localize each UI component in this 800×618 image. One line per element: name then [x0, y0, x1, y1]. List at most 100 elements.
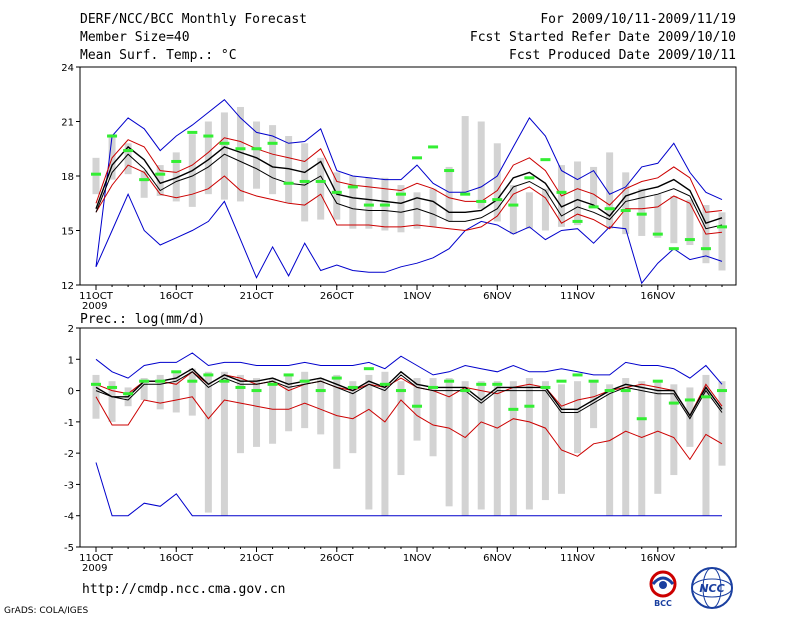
prec-spread-box [509, 381, 517, 516]
temp-median-mark [299, 179, 310, 183]
temp-median-mark [219, 141, 230, 145]
temp-spread-box [156, 165, 164, 196]
prec-median-mark [187, 379, 198, 383]
temp-y-tick-label: 24 [61, 63, 74, 74]
prec-spread-box [557, 384, 565, 494]
temp-median-mark [235, 147, 246, 151]
prec-line-upper [95, 371, 723, 417]
prec-line-lower [95, 371, 723, 420]
temp-year-label: 2009 [82, 301, 107, 312]
prec-spread-box [349, 381, 357, 454]
bcc-logo-text: BCC [654, 599, 672, 608]
temp-spread-box [253, 121, 261, 189]
prec-spread-box [477, 381, 485, 510]
temp-x-tick-label: 1NOV [403, 291, 432, 302]
prec-median-mark [524, 404, 535, 408]
prec-y-tick-label: -2 [64, 449, 74, 460]
prec-median-mark [492, 382, 503, 386]
temp-median-mark [524, 176, 535, 180]
prec-spread-box [269, 378, 277, 444]
temp-spread-box [445, 166, 453, 222]
temp-median-mark [283, 181, 294, 185]
prec-median-mark [572, 373, 583, 377]
temp-median-mark [492, 198, 503, 202]
temp-spread-box [333, 172, 341, 220]
temp-median-mark [572, 219, 583, 223]
chart-title: DERF/NCC/BCC Monthly Forecast [80, 12, 307, 27]
prec-x-tick-label: 11OCT [79, 553, 114, 564]
temp-spread-box [140, 170, 148, 198]
temp-x-tick-label: 6NOV [483, 291, 512, 302]
temp-spread-box [236, 106, 244, 202]
temp-spread-box [204, 121, 212, 195]
temp-median-mark [267, 141, 278, 145]
prec-median-mark [636, 417, 647, 421]
prec-spread-box [220, 371, 228, 516]
prec-median-mark [235, 385, 246, 389]
prec-spread-box [686, 387, 694, 447]
prec-spread-box [317, 378, 325, 435]
temp-spread-box [413, 192, 421, 229]
prec-spread-box [381, 371, 389, 516]
temp-spread-box [92, 157, 100, 195]
temp-spread-box [622, 172, 630, 235]
prec-median-mark [299, 379, 310, 383]
prec-year-label: 2009 [82, 563, 107, 574]
prec-spread-box [718, 381, 726, 466]
temp-y-tick-label: 15 [61, 227, 74, 238]
temp-spread-box [108, 134, 116, 180]
temp-median-mark [331, 190, 342, 194]
temp-spread-box [172, 152, 180, 202]
prec-y-tick-label: -3 [64, 480, 74, 491]
prec-median-mark [123, 392, 134, 396]
prec-spread-box [397, 381, 405, 476]
prec-x-tick-label: 11NOV [560, 553, 595, 564]
prec-spread-box [670, 384, 678, 476]
prec-spread-box [654, 381, 662, 494]
temp-spread-box [509, 185, 517, 235]
temp-median-mark [717, 225, 727, 229]
prec-spread-box [108, 381, 116, 422]
temp-spread-box [525, 192, 533, 229]
prec-median-mark [620, 389, 631, 393]
temp-x-tick-label: 16OCT [159, 291, 194, 302]
footer-url[interactable]: http://cmdp.ncc.cma.gov.cn [82, 582, 286, 597]
forecast-period: For 2009/10/11-2009/11/19 [540, 12, 736, 27]
prec-x-tick-label: 6NOV [483, 553, 512, 564]
temp-median-mark [556, 190, 567, 194]
prec-median-mark [379, 382, 390, 386]
prec-y-tick-label: -4 [64, 512, 74, 523]
prec-spread-box [285, 374, 293, 432]
prec-x-tick-label: 1NOV [403, 553, 432, 564]
prec-median-mark [315, 389, 326, 393]
temp-y-tick-label: 12 [61, 281, 74, 292]
prec-x-tick-label: 21OCT [240, 553, 275, 564]
temp-line-upper [95, 137, 723, 213]
temp-median-mark [636, 212, 647, 216]
temp-spread-box [493, 143, 501, 222]
temp-median-mark [444, 169, 455, 173]
forecast-started-date: Fcst Started Refer Date 2009/10/10 [469, 30, 736, 45]
temp-median-mark [203, 134, 214, 138]
temp-median-mark [187, 130, 198, 134]
prec-y-tick-label: 0 [68, 387, 74, 398]
temp-spread-box [654, 194, 662, 238]
prec-spread-box [525, 378, 533, 510]
prec-spread-box [574, 381, 582, 454]
temp-median-mark [540, 158, 551, 162]
prec-spread-box [188, 368, 196, 416]
prec-median-mark [668, 401, 679, 405]
prec-median-mark [347, 385, 358, 389]
temp-median-mark [588, 205, 599, 209]
temp-median-mark [428, 145, 439, 149]
temp-median-mark [107, 134, 118, 138]
prec-median-mark [203, 373, 214, 377]
prec-median-mark [700, 395, 711, 399]
prec-spread-box [541, 381, 549, 501]
prec-spread-box [156, 374, 164, 410]
prec-spread-box [622, 378, 630, 516]
temp-spread-box [269, 125, 277, 195]
prec-spread-box [638, 381, 646, 516]
temp-median-mark [379, 203, 390, 207]
prec-spread-box [445, 378, 453, 507]
